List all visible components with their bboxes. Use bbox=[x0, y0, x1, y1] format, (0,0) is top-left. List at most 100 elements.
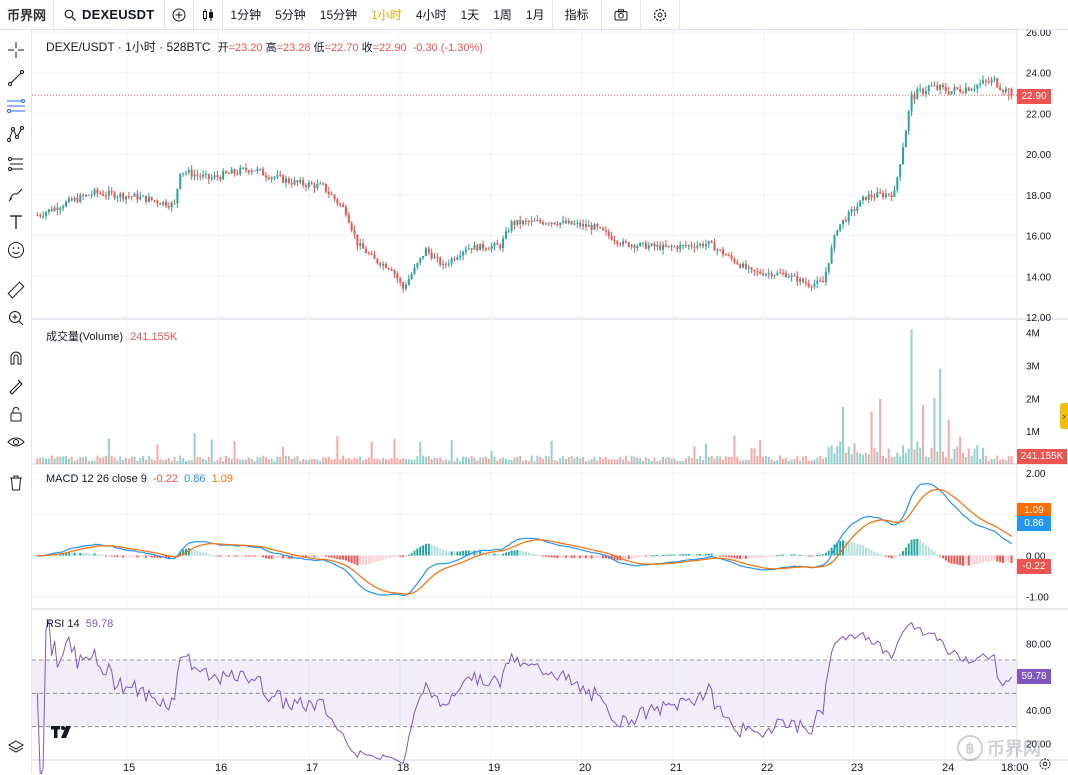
interval-1w[interactable]: 1周 bbox=[493, 8, 512, 22]
macd-hist-bar bbox=[487, 553, 490, 556]
macd-hist-bar bbox=[347, 555, 350, 562]
chart-canvas[interactable]: 26.00 24.00 22.00 20.00 18.00 16.00 14.00 12.00… bbox=[32, 30, 1068, 774]
crosshair-icon[interactable] bbox=[4, 38, 28, 62]
candle-body bbox=[627, 242, 630, 247]
candle-body bbox=[630, 245, 633, 247]
volume-bar bbox=[790, 459, 793, 464]
pattern-icon[interactable] bbox=[4, 122, 28, 146]
compare-button[interactable] bbox=[165, 0, 193, 30]
candle-body bbox=[153, 200, 156, 202]
volume-value: 241.155K bbox=[130, 331, 178, 343]
volume-bar bbox=[722, 459, 725, 464]
collapse-panel-handle[interactable]: › bbox=[1060, 403, 1068, 429]
rsi-legend: RSI 14 59.78 bbox=[46, 618, 113, 630]
symbol-search[interactable]: DEXEUSDT bbox=[54, 0, 166, 30]
screenshot-button[interactable] bbox=[602, 0, 640, 30]
volume-bar bbox=[736, 456, 739, 464]
lock-drawing-icon[interactable] bbox=[4, 374, 28, 398]
macd-hist-bar bbox=[933, 551, 936, 556]
volume-bar bbox=[882, 456, 885, 464]
macd-hist-bar bbox=[764, 555, 767, 558]
candle-body bbox=[130, 196, 133, 198]
volume-bar bbox=[373, 458, 376, 464]
candle-body bbox=[824, 271, 827, 283]
volume-bar bbox=[330, 459, 333, 464]
volume-bar bbox=[1002, 458, 1005, 464]
divider bbox=[678, 0, 680, 30]
settings-button[interactable] bbox=[641, 0, 679, 30]
candle-body bbox=[133, 193, 136, 197]
emoji-icon[interactable] bbox=[4, 238, 28, 262]
watermark: ฿ 币界网 bbox=[957, 733, 1041, 763]
macd-hist-bar bbox=[576, 555, 579, 558]
macd-hist-bar bbox=[836, 542, 839, 556]
lock-icon[interactable] bbox=[4, 402, 28, 426]
macd-hist-bar bbox=[756, 555, 759, 558]
candle-body bbox=[696, 245, 699, 248]
chart-container[interactable]: 26.00 24.00 22.00 20.00 18.00 16.00 14.00 12.00… bbox=[32, 30, 1068, 774]
candle-body bbox=[936, 85, 939, 90]
magnet-icon[interactable] bbox=[4, 346, 28, 370]
interval-1m[interactable]: 1分钟 bbox=[230, 8, 262, 22]
volume-bar bbox=[222, 461, 225, 464]
macd-hist-bar bbox=[527, 552, 530, 556]
ruler-icon[interactable] bbox=[4, 278, 28, 302]
candle-body bbox=[344, 206, 347, 215]
interval-1d[interactable]: 1天 bbox=[460, 8, 480, 22]
main-legend: DEXE/USDT · 1小时 · 528BTC 开=23.20 高=23.28… bbox=[46, 38, 483, 55]
volume-bar bbox=[84, 456, 87, 464]
zoom-in-icon[interactable] bbox=[4, 306, 28, 330]
eye-icon[interactable] bbox=[4, 430, 28, 454]
volume-bar bbox=[930, 447, 933, 464]
macd-hist-bar bbox=[899, 554, 902, 556]
interval-15m[interactable]: 15分钟 bbox=[319, 8, 358, 22]
volume-bar bbox=[259, 457, 262, 464]
macd-hist-bar bbox=[716, 555, 719, 557]
macd-hist-bar bbox=[976, 555, 979, 565]
candle-body bbox=[916, 89, 919, 100]
prediction-icon[interactable] bbox=[4, 152, 28, 176]
volume-bar bbox=[713, 458, 716, 464]
trend-line-icon[interactable] bbox=[4, 66, 28, 90]
candle-body bbox=[176, 188, 179, 204]
volume-bar bbox=[876, 451, 879, 464]
trash-icon[interactable] bbox=[4, 471, 28, 495]
candle-body bbox=[42, 215, 45, 217]
volume-bar bbox=[833, 453, 836, 464]
candle-body bbox=[382, 263, 385, 266]
macd-hist-bar bbox=[142, 555, 145, 558]
macd-hist-bar bbox=[390, 555, 393, 558]
candle-body bbox=[796, 275, 799, 282]
volume-bar bbox=[302, 459, 305, 464]
volume-bar bbox=[696, 458, 699, 464]
macd-hist-bar bbox=[713, 554, 716, 556]
candle-body bbox=[850, 209, 853, 212]
volume-bar bbox=[276, 456, 279, 464]
candle-body bbox=[1004, 88, 1007, 92]
interval-1M[interactable]: 1月 bbox=[525, 8, 545, 22]
volume-bar bbox=[516, 456, 519, 464]
candle-body bbox=[156, 200, 159, 204]
macd-hist-bar bbox=[750, 555, 753, 559]
brand-logo[interactable]: 币界网 bbox=[0, 0, 54, 30]
tradingview-logo[interactable] bbox=[50, 723, 76, 741]
interval-4h[interactable]: 4小时 bbox=[415, 8, 447, 22]
candle-body bbox=[642, 242, 645, 244]
macd-hist-bar bbox=[559, 555, 562, 558]
fib-retracement-icon[interactable] bbox=[4, 94, 28, 118]
chart-type-button[interactable] bbox=[194, 0, 222, 30]
candle-body bbox=[507, 231, 510, 233]
macd-hist-bar bbox=[604, 555, 607, 559]
volume-bar bbox=[362, 460, 365, 464]
axis-settings-button[interactable] bbox=[1038, 757, 1056, 775]
indicators-button[interactable]: 指标 bbox=[564, 8, 589, 22]
text-icon[interactable] bbox=[4, 210, 28, 234]
macd-hist-bar bbox=[564, 555, 567, 558]
interval-5m[interactable]: 5分钟 bbox=[275, 8, 306, 22]
interval-1h[interactable]: 1小时 bbox=[371, 8, 402, 22]
macd-hist-bar bbox=[284, 555, 287, 559]
macd-signal-value: 1.09 bbox=[211, 473, 233, 485]
layers-icon[interactable] bbox=[4, 735, 28, 759]
macd-hist-bar bbox=[324, 555, 327, 557]
brush-icon[interactable] bbox=[4, 182, 28, 206]
